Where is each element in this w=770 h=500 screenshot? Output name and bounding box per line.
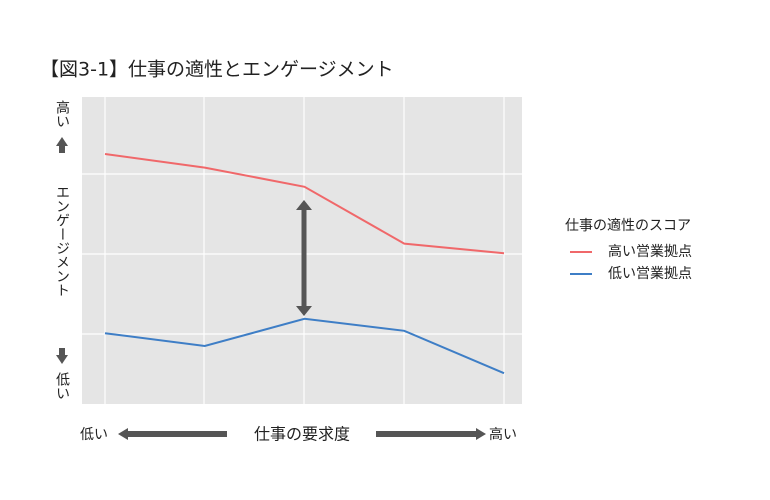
arrow-left	[118, 428, 128, 440]
arrow-up	[56, 137, 68, 146]
arrow-up	[59, 145, 65, 153]
x-axis-label: 仕事の要求度	[254, 425, 350, 444]
x-high-label: 高い	[489, 426, 517, 443]
series-line	[104, 153, 505, 255]
y-high-label: 高い	[54, 99, 70, 128]
double-arrow	[296, 200, 312, 316]
legend-label: 低い営業拠点	[608, 266, 692, 282]
arrow-right	[476, 428, 486, 440]
arrow-down	[59, 348, 65, 356]
y-low-label: 低い	[54, 372, 70, 400]
x-low-label: 低い	[80, 427, 108, 443]
legend-label: 高い営業拠点	[608, 243, 692, 260]
y-axis-label: エンゲージメント	[54, 185, 70, 297]
legend-title: 仕事の適性のスコア	[565, 217, 691, 234]
arrow-left	[127, 431, 227, 437]
series-line	[104, 317, 505, 375]
arrow-right	[376, 431, 476, 437]
arrow-down	[56, 355, 68, 364]
chart-title: 【図3-1】仕事の適性とエンゲージメント	[40, 59, 394, 81]
